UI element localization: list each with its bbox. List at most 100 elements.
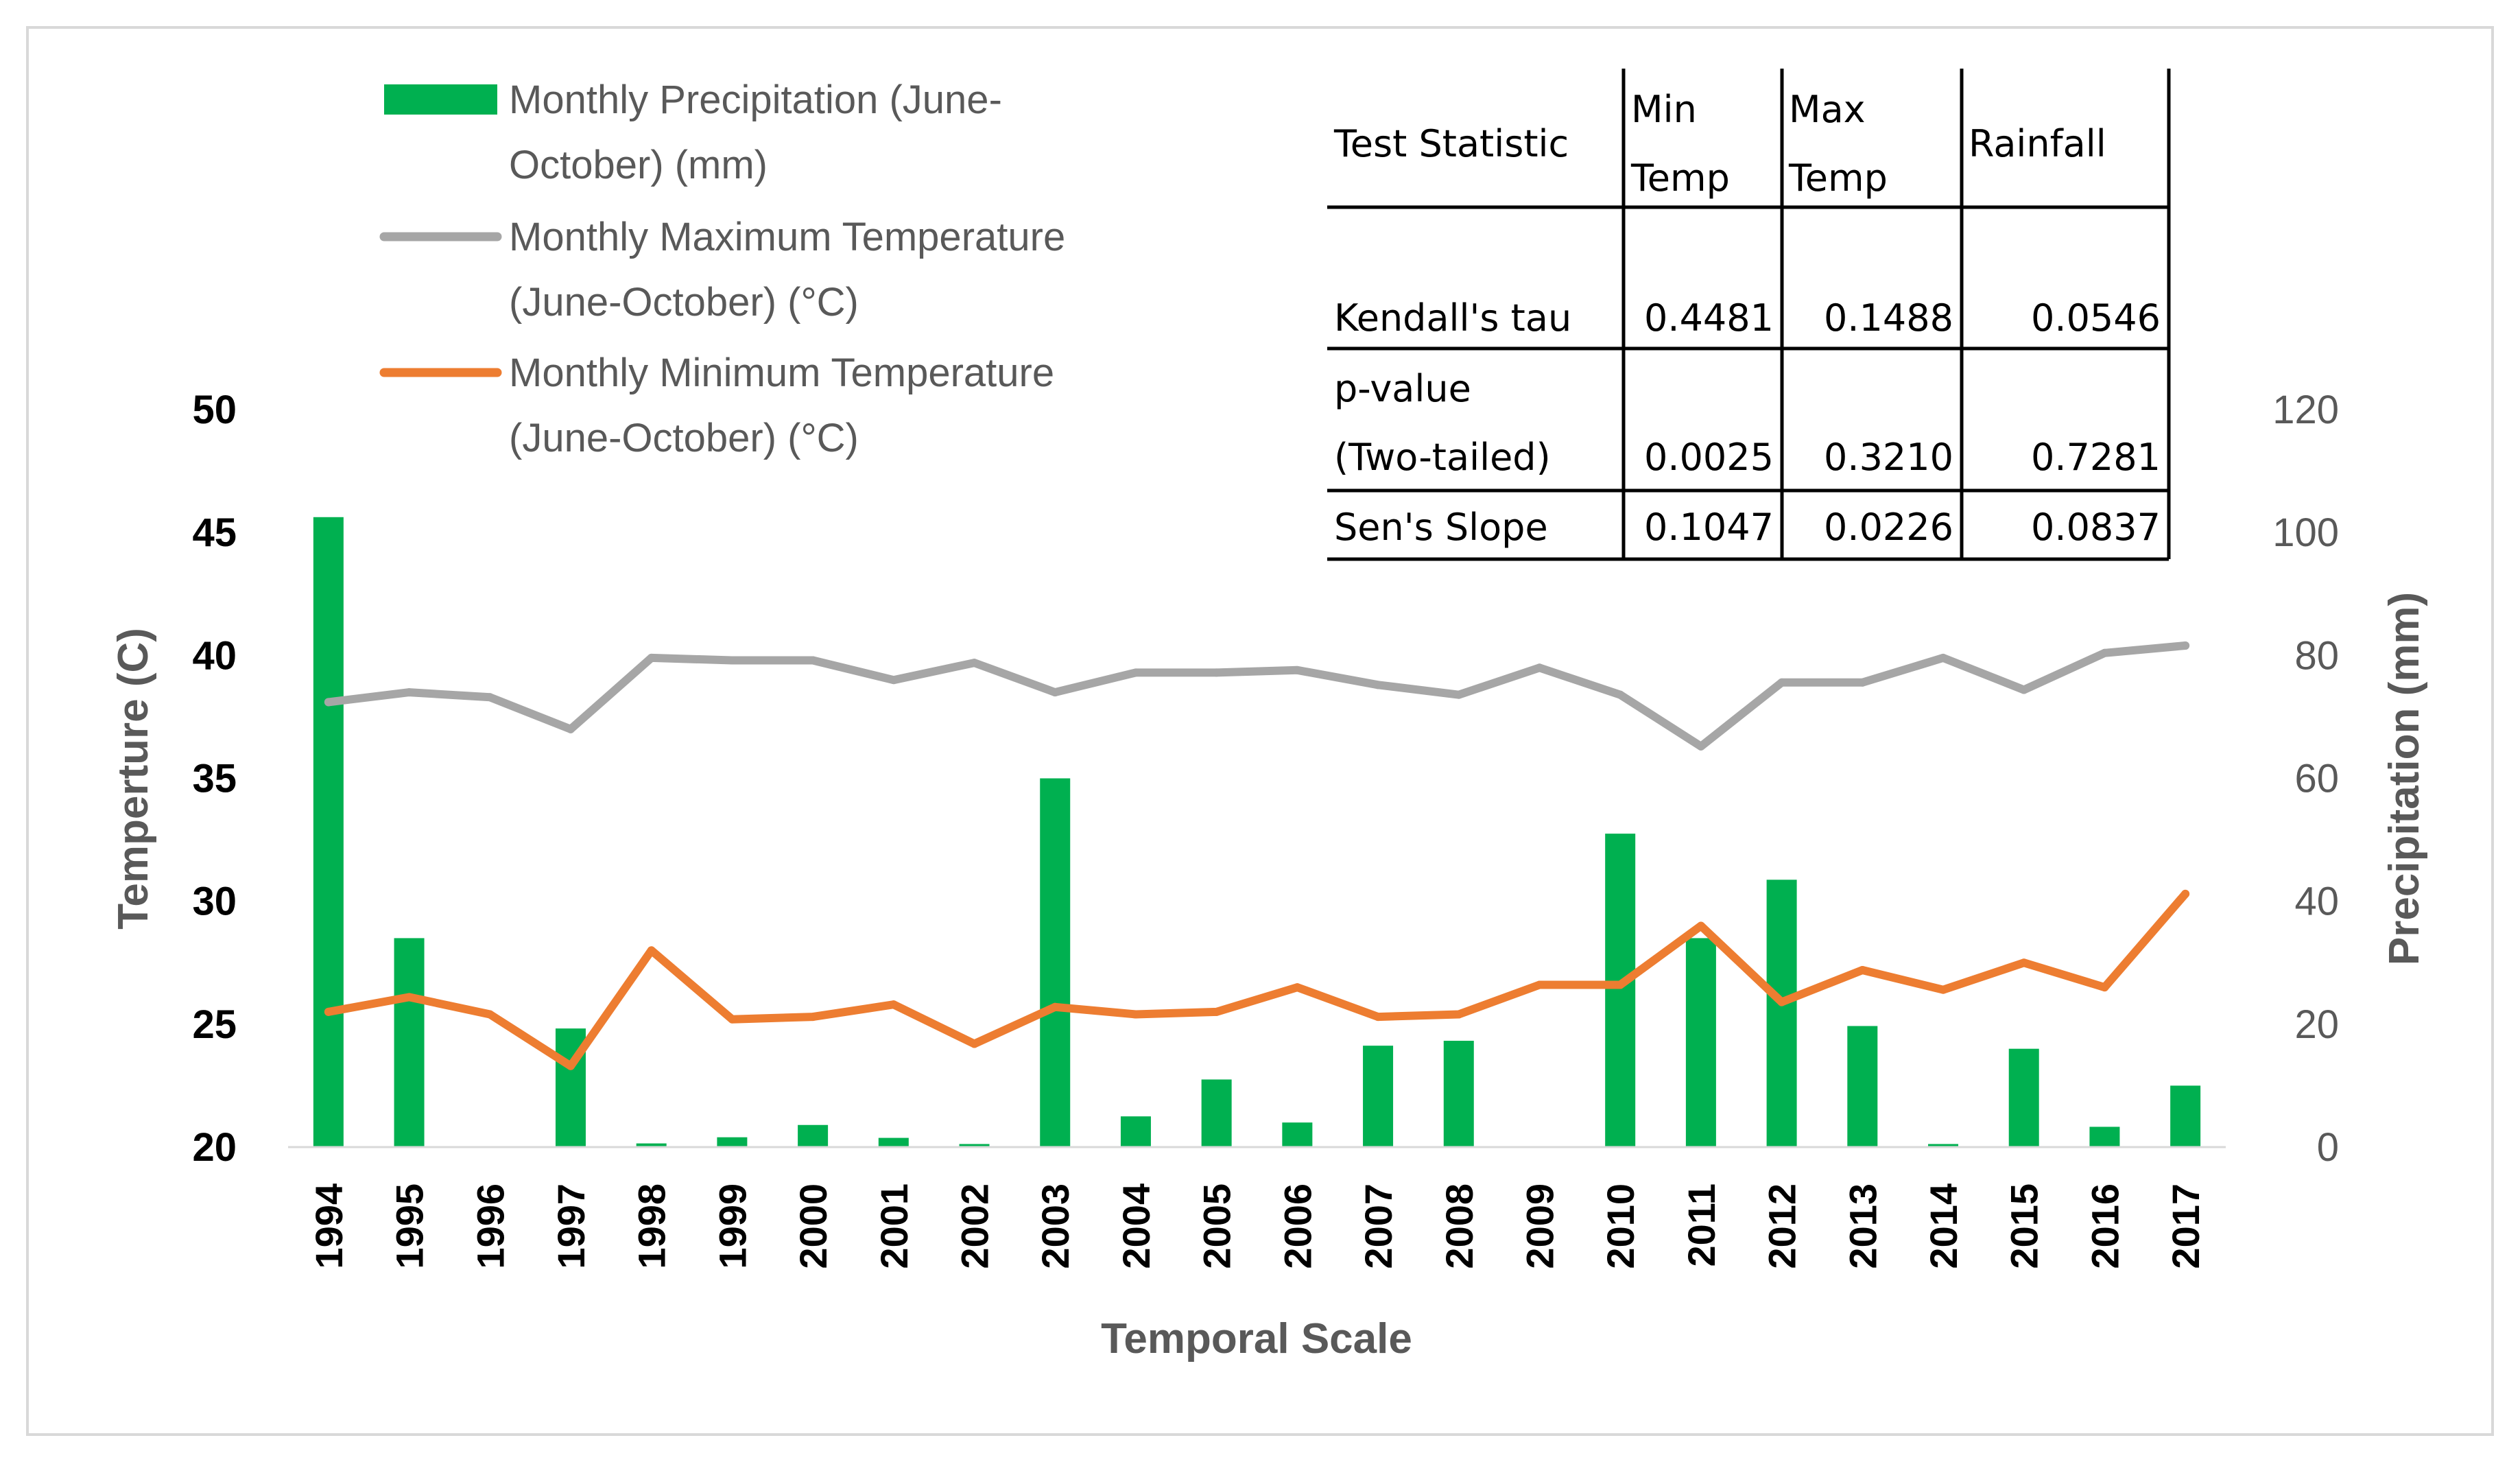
x-tick-label: 2013 xyxy=(1841,1183,1884,1269)
min-temp-point-2007 xyxy=(1374,1013,1383,1022)
max-temp-point-2001 xyxy=(889,676,898,685)
min-temp-point-2008 xyxy=(1454,1010,1463,1019)
x-tick-label: 2002 xyxy=(953,1183,997,1269)
y-tick-label: 45 xyxy=(192,510,237,555)
table-cell: 0.1047 xyxy=(1644,506,1774,549)
max-temp-point-1994 xyxy=(324,698,333,707)
max-temp-point-1995 xyxy=(405,688,414,697)
y-tick-label: 30 xyxy=(192,880,237,924)
precip-bar-1995 xyxy=(394,938,425,1147)
max-temp-point-2006 xyxy=(1293,665,1302,674)
y-tick-label: 35 xyxy=(192,757,237,801)
precip-bar-2008 xyxy=(1443,1041,1474,1147)
max-temp-point-2003 xyxy=(1051,688,1060,697)
y2-tick-label: 120 xyxy=(2272,388,2339,432)
x-tick-label: 2012 xyxy=(1761,1183,1804,1269)
legend-label: Monthly Minimum Temperature xyxy=(509,351,1054,395)
min-temp-point-2005 xyxy=(1212,1007,1221,1016)
x-tick-label: 2011 xyxy=(1680,1183,1723,1267)
y2-tick-label: 100 xyxy=(2272,510,2339,555)
min-temp-point-1998 xyxy=(647,946,656,955)
table-header: Max xyxy=(1789,88,1866,131)
precip-bar-2016 xyxy=(2089,1127,2120,1147)
y2-tick-label: 60 xyxy=(2294,757,2339,801)
table-header: Min xyxy=(1631,88,1697,131)
y2-tick-label: 0 xyxy=(2317,1125,2339,1170)
x-axis-title: Temporal Scale xyxy=(1101,1315,1412,1363)
max-temp-point-2010 xyxy=(1616,690,1625,699)
x-tick-label: 2010 xyxy=(1599,1183,1642,1269)
table-row-label: (Two-tailed) xyxy=(1334,436,1551,479)
x-tick-label: 2017 xyxy=(2164,1183,2207,1269)
max-temp-point-1996 xyxy=(486,693,495,702)
right-y-axis: 0 20 40 60 80 100 120 xyxy=(2272,388,2339,1170)
legend-label: October) (mm) xyxy=(509,143,768,187)
table-header: Test Statistic xyxy=(1333,122,1569,165)
y2-tick-label: 80 xyxy=(2294,633,2339,678)
precip-bar-2013 xyxy=(1847,1026,1878,1147)
x-tick-label: 1999 xyxy=(711,1183,754,1269)
x-tick-label: 2003 xyxy=(1034,1183,1077,1269)
precip-bar-2006 xyxy=(1282,1122,1313,1147)
x-tick-label: 2007 xyxy=(1357,1183,1400,1269)
y-tick-label: 40 xyxy=(192,633,237,678)
table-cell: 0.7281 xyxy=(2031,436,2161,479)
x-tick-label: 1997 xyxy=(549,1183,593,1269)
y2-tick-label: 40 xyxy=(2294,880,2339,924)
precip-bar-2015 xyxy=(2008,1048,2039,1147)
table-cell: 0.3210 xyxy=(1824,436,1953,479)
x-tick-label: 2008 xyxy=(1438,1183,1481,1269)
min-temp-line xyxy=(324,889,2190,1070)
y-axis-title: Temperture (C) xyxy=(110,628,157,930)
max-temp-point-1998 xyxy=(647,653,656,662)
min-temp-point-2006 xyxy=(1293,983,1302,992)
min-temp-point-1996 xyxy=(486,1010,495,1019)
chart-frame xyxy=(26,26,2494,1436)
y-tick-label: 25 xyxy=(192,1002,237,1047)
max-temp-point-2008 xyxy=(1454,690,1463,699)
left-y-axis: 20 25 30 35 40 45 50 xyxy=(192,388,237,1170)
x-tick-label: 2014 xyxy=(1922,1183,1965,1269)
max-temp-point-2007 xyxy=(1374,681,1383,689)
precip-bar-1999 xyxy=(717,1137,748,1147)
table-cell: 0.1488 xyxy=(1824,296,1953,340)
y2-tick-label: 20 xyxy=(2294,1002,2339,1047)
max-temp-point-2000 xyxy=(809,656,818,665)
table-header: Temp xyxy=(1630,156,1730,200)
min-temp-point-1997 xyxy=(566,1061,575,1070)
legend-label: (June-October) (°C) xyxy=(509,416,859,460)
max-temp-point-2014 xyxy=(1939,653,1948,662)
min-temp-point-1994 xyxy=(324,1007,333,1016)
x-tick-label: 2000 xyxy=(792,1183,835,1269)
table-header: Rainfall xyxy=(1969,122,2106,165)
table-row-label: Kendall's tau xyxy=(1334,296,1571,340)
y-tick-label: 20 xyxy=(192,1125,237,1170)
x-tick-label: 2015 xyxy=(2003,1183,2046,1269)
max-temp-point-1997 xyxy=(566,724,575,733)
min-temp-point-2003 xyxy=(1051,1002,1060,1011)
max-temp-point-2005 xyxy=(1212,668,1221,677)
min-temp-point-2012 xyxy=(1777,998,1786,1006)
min-temp-point-2013 xyxy=(1858,966,1867,974)
precip-bar-2004 xyxy=(1120,1116,1151,1147)
min-temp-point-2016 xyxy=(2100,983,2109,992)
min-temp-point-2015 xyxy=(2019,958,2028,967)
min-temp-point-2000 xyxy=(809,1013,818,1022)
min-temp-point-2010 xyxy=(1616,980,1625,989)
temperature-lines xyxy=(324,641,2190,1070)
y-tick-label: 50 xyxy=(192,388,237,432)
min-temp-point-2004 xyxy=(1131,1010,1140,1019)
x-tick-label: 2016 xyxy=(2083,1183,2126,1269)
precip-bar-2007 xyxy=(1363,1046,1394,1147)
legend-label: Monthly Maximum Temperature xyxy=(509,215,1065,259)
table-row-label: p-value xyxy=(1334,367,1471,410)
max-temp-point-2013 xyxy=(1858,678,1867,687)
precip-bar-2000 xyxy=(798,1124,829,1147)
max-temp-point-2004 xyxy=(1131,668,1140,677)
min-temp-point-2001 xyxy=(889,1000,898,1009)
legend-label: (June-October) (°C) xyxy=(509,280,859,325)
max-temp-line xyxy=(324,641,2190,751)
min-temp-point-2002 xyxy=(970,1039,979,1048)
table-cell: 0.0837 xyxy=(2031,506,2161,549)
